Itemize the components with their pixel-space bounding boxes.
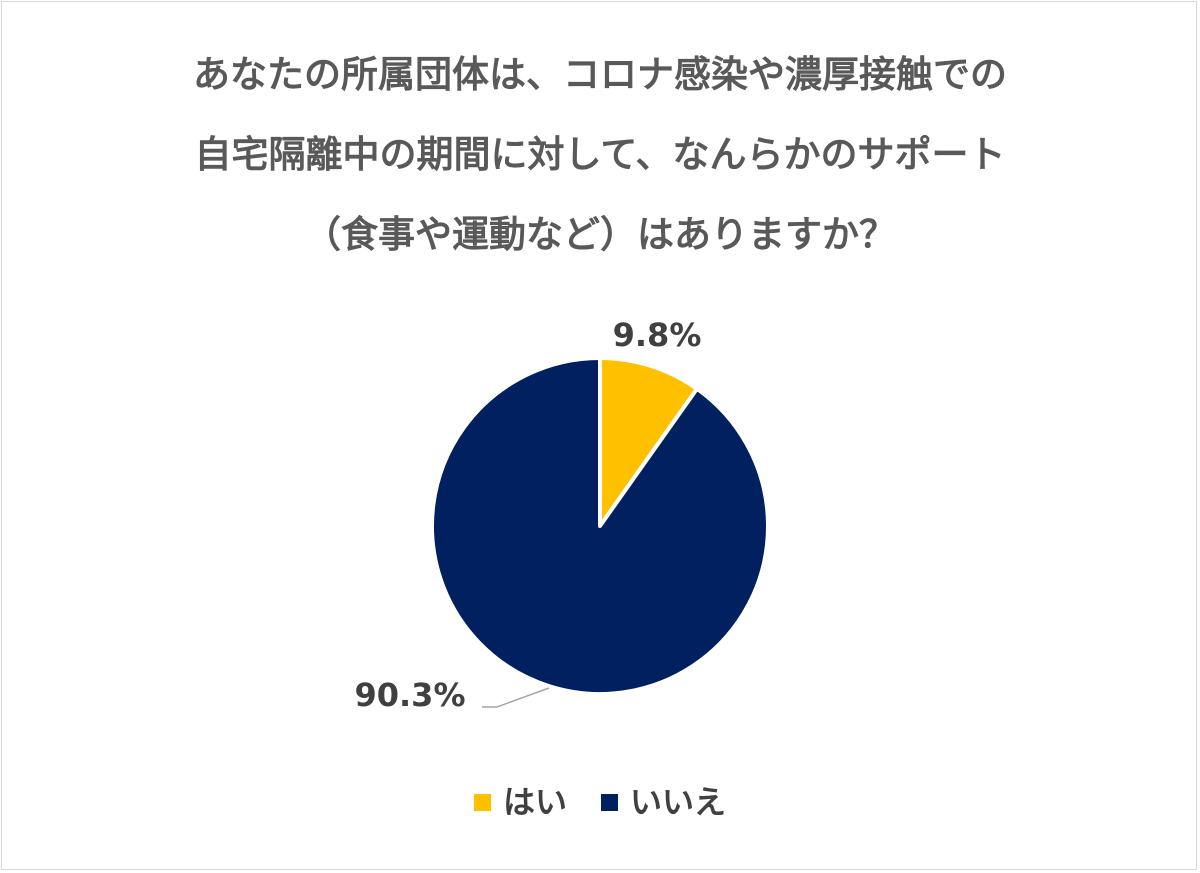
chart-title-line-2: 自宅隔離中の期間に対して、なんらかのサポート: [194, 133, 1006, 176]
leader-line-no: [482, 687, 550, 708]
legend-swatch-no: [601, 793, 618, 811]
pie-slice-no: [430, 356, 770, 696]
legend-item-no: いいえ: [601, 782, 726, 822]
legend-label-no: いいえ: [630, 783, 727, 821]
chart-title-line-1: あなたの所属団体は、コロナ感染や濃厚接触での: [193, 53, 1007, 96]
legend-item-yes: はい: [473, 782, 567, 822]
pie-slice-yes: [598, 356, 699, 528]
legend-swatch-yes: [473, 793, 491, 811]
legend: はい いいえ: [0, 782, 1200, 822]
data-label-yes: 9.8%: [613, 316, 702, 354]
chart-title-line-3: （食事や運動など）はありますか？: [304, 213, 896, 256]
legend-label-yes: はい: [502, 783, 567, 821]
data-label-no: 90.3%: [354, 676, 465, 714]
